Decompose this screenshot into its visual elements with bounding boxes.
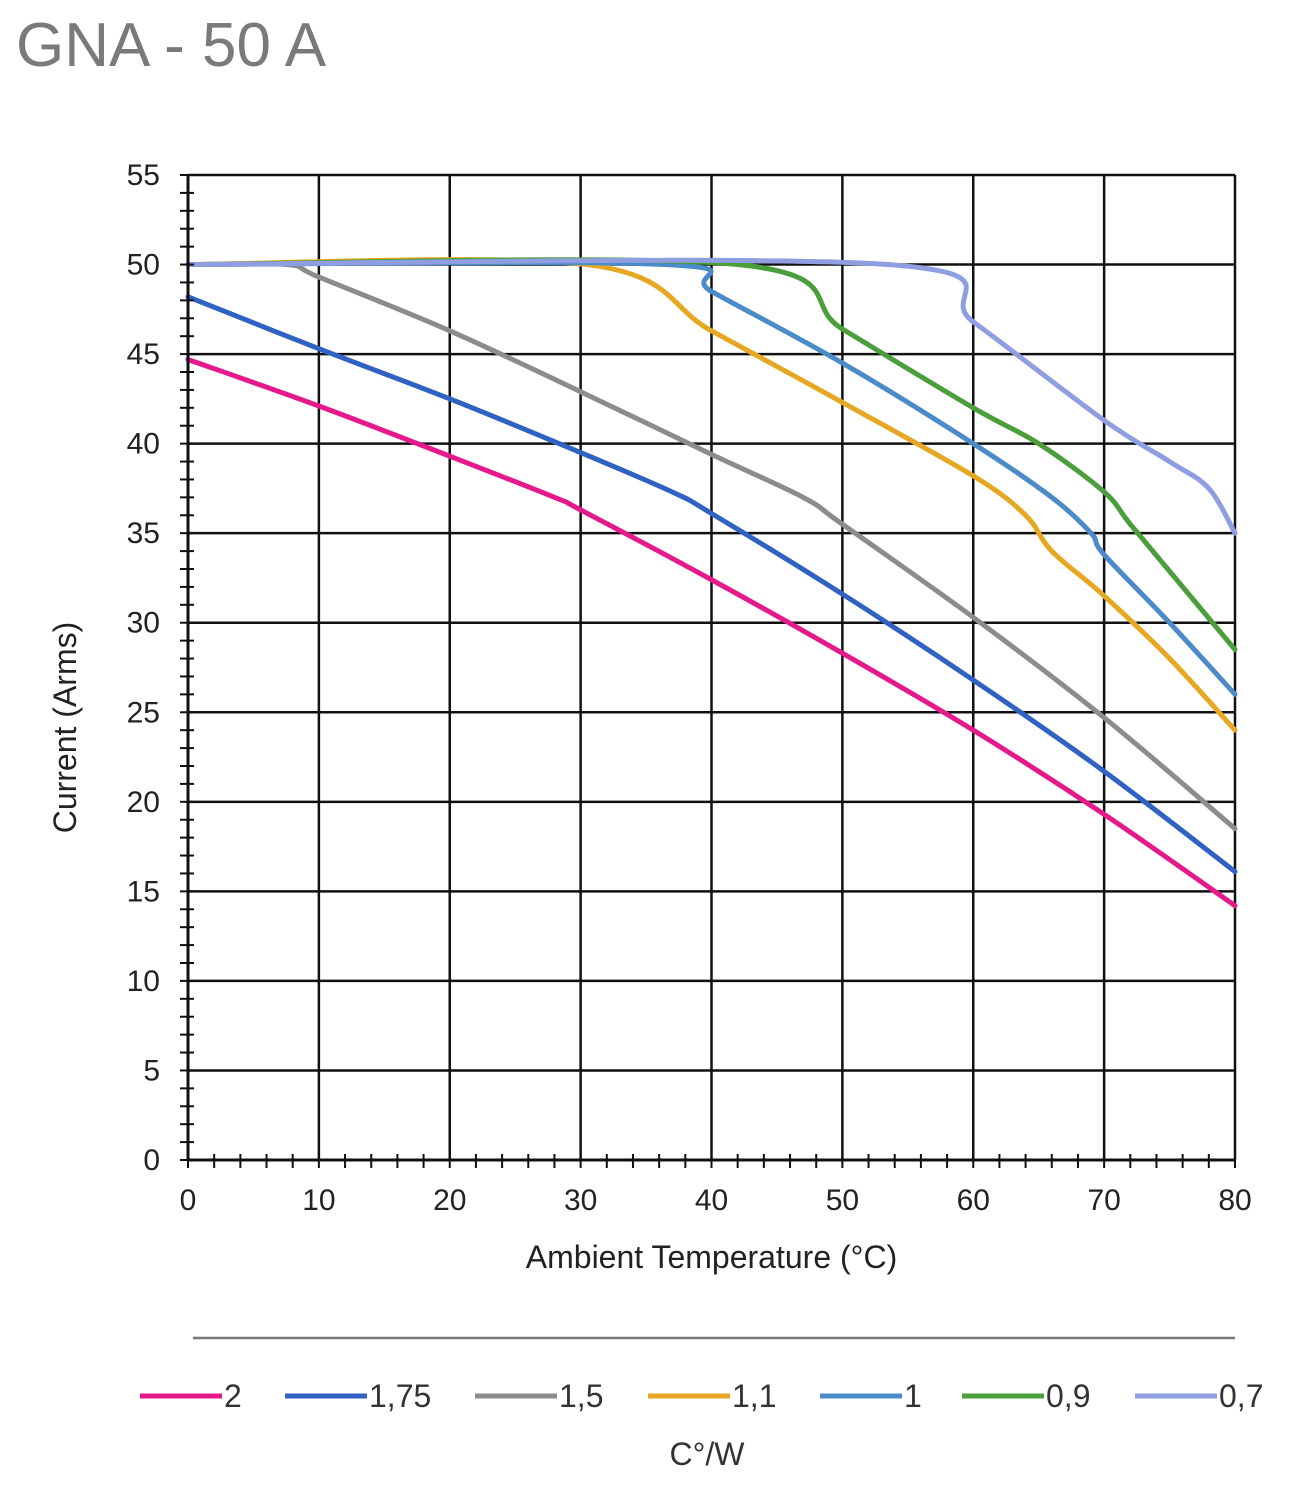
- series-lines: [185, 257, 1238, 909]
- y-axis-title: Current (Arms): [47, 622, 83, 834]
- series-line-2: [185, 261, 1238, 832]
- legend: 2 1,75 1,5 1,1 1 0,9 0,7: [140, 1378, 1263, 1414]
- x-tick-label: 50: [826, 1184, 859, 1217]
- y-tick-label: 40: [127, 428, 160, 461]
- x-tick-label: 10: [302, 1184, 335, 1217]
- legend-title: C°/W: [670, 1436, 746, 1472]
- x-axis-title: Ambient Temperature (°C): [526, 1239, 897, 1275]
- series-line-4: [185, 260, 1238, 697]
- legend-label-6: 0,7: [1219, 1378, 1263, 1414]
- legend-label-5: 0,9: [1046, 1378, 1090, 1414]
- series-line-1: [185, 294, 1238, 875]
- y-tick-label: 35: [127, 517, 160, 550]
- x-tick-label: 70: [1087, 1184, 1120, 1217]
- y-tick-label: 30: [127, 607, 160, 640]
- legend-label-2: 1,5: [559, 1378, 603, 1414]
- grid: [186, 173, 1237, 1162]
- y-tick-label: 10: [127, 965, 160, 998]
- x-tick-label: 0: [180, 1184, 197, 1217]
- y-tick-label: 55: [127, 159, 160, 192]
- y-tick-label: 0: [143, 1144, 160, 1177]
- y-tick-label: 15: [127, 875, 160, 908]
- x-tick-label: 40: [695, 1184, 728, 1217]
- x-tick-label: 80: [1218, 1184, 1251, 1217]
- legend-label-0: 2: [224, 1378, 242, 1414]
- y-tick-label: 20: [127, 786, 160, 819]
- x-tick-label: 60: [957, 1184, 990, 1217]
- chart-title: GNA - 50 A: [16, 11, 327, 80]
- x-tick-label: 30: [564, 1184, 597, 1217]
- legend-label-3: 1,1: [732, 1378, 776, 1414]
- y-tick-label: 25: [127, 696, 160, 729]
- y-tick-label: 50: [127, 249, 160, 282]
- series-line-0: [185, 356, 1238, 909]
- y-tick-label: 45: [127, 338, 160, 371]
- legend-label-4: 1: [904, 1378, 922, 1414]
- y-tick-label: 5: [143, 1054, 160, 1087]
- axes: 0 10 20 30 40 50 60 70 80 0 5 10 15 20 25 30 35 40 45 50 55: [127, 159, 1252, 1217]
- legend-label-1: 1,75: [369, 1378, 431, 1414]
- x-tick-label: 20: [433, 1184, 466, 1217]
- series-line-6: [185, 257, 1238, 536]
